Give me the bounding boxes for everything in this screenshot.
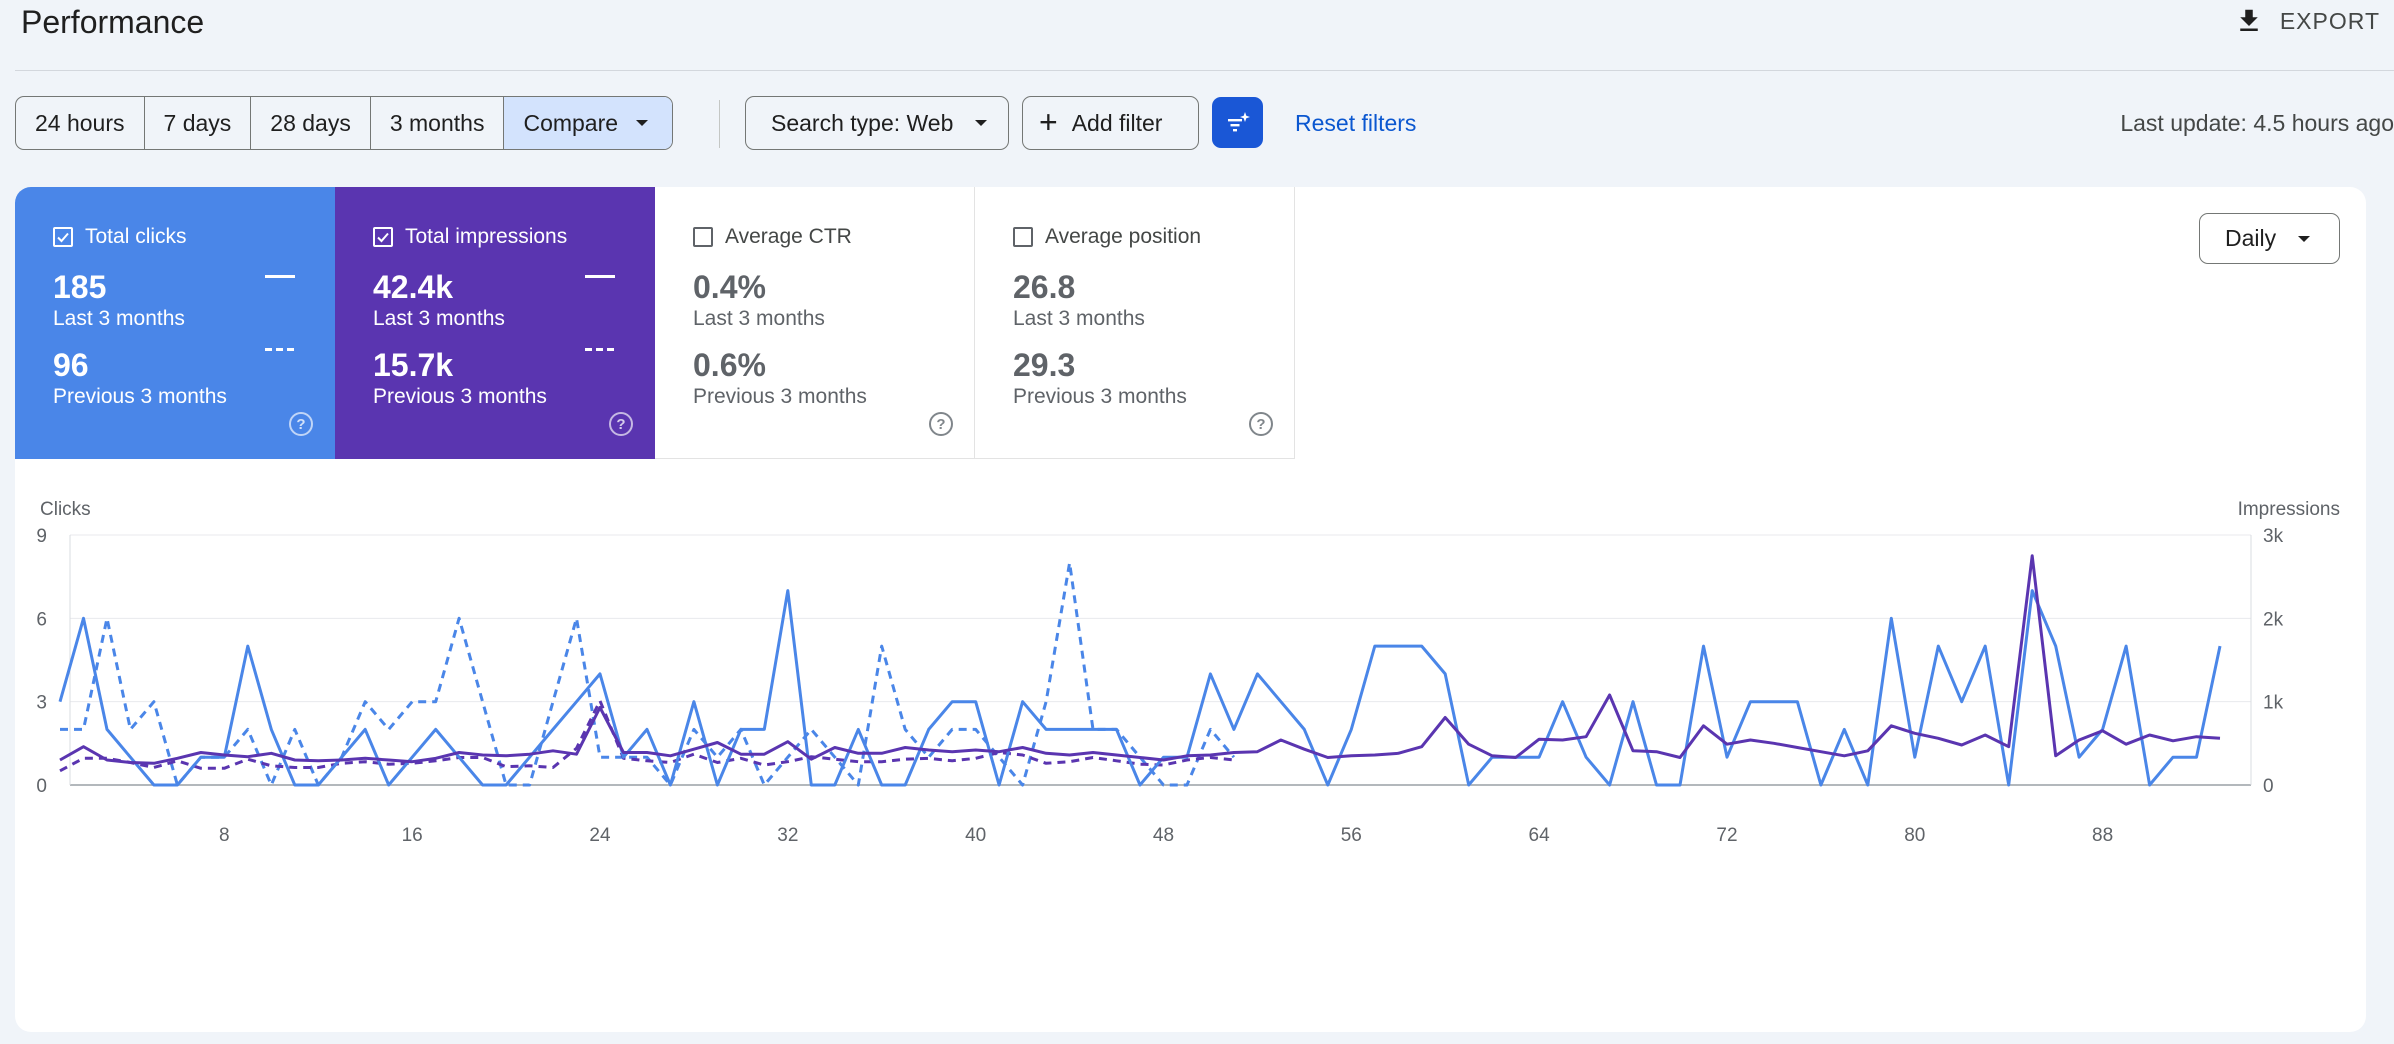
compare-button[interactable]: Compare (504, 97, 673, 149)
x-tick-label: 16 (402, 825, 423, 846)
range-24-hours-button[interactable]: 24 hours (16, 97, 145, 149)
search-type-label: Search type: Web (771, 109, 954, 136)
compare-label: Compare (523, 109, 619, 136)
x-tick-label: 8 (219, 825, 230, 846)
x-tick-label: 48 (1153, 825, 1174, 846)
x-tick-label: 24 (589, 825, 611, 846)
chart-ticks: 0 0 3 1k 6 2k 9 3k 8 16 24 32 40 48 56 64 72 80 88 (36, 526, 2283, 846)
last-update-text: Last update: 4.5 hours ago (2120, 110, 2394, 136)
metric-prev-value: 96 (53, 347, 89, 383)
x-tick-label: 40 (965, 825, 986, 846)
reset-filters-link[interactable]: Reset filters (1295, 110, 1417, 136)
performance-card: Total clicks 185 Last 3 months 96 Previo… (15, 187, 2366, 1032)
metric-prev-value: 29.3 (1013, 347, 1076, 383)
metric-card-average-ctr[interactable]: Average CTR 0.4% Last 3 months 0.6% Prev… (655, 187, 975, 459)
metric-period: Last 3 months (53, 307, 185, 330)
metric-prev-period: Previous 3 months (373, 385, 547, 408)
checkbox-checked-icon[interactable] (373, 227, 393, 247)
export-label: EXPORT (2279, 7, 2380, 34)
y-axis-left-title: Clicks (40, 499, 91, 520)
solid-line-legend-icon (265, 275, 295, 278)
metric-label: Total impressions (405, 225, 568, 248)
x-tick-label: 80 (1904, 825, 1925, 846)
series-line-total-clicks-previous (60, 561, 1236, 787)
metric-value: 185 (53, 269, 107, 305)
metric-prev-value: 0.6% (693, 347, 766, 383)
help-icon[interactable]: ? (289, 412, 313, 436)
granularity-label: Daily (2225, 225, 2277, 251)
y-right-tick-label: 1k (2263, 693, 2284, 714)
metric-label: Average position (1045, 225, 1202, 248)
x-tick-label: 56 (1341, 825, 1362, 846)
chevron-down-icon (636, 120, 649, 126)
metric-period: Last 3 months (693, 307, 825, 330)
granularity-dropdown[interactable]: Daily (2199, 213, 2340, 264)
plus-icon: + (1039, 103, 1058, 140)
chevron-down-icon (975, 120, 988, 126)
series-line-total-clicks (58, 589, 2222, 787)
add-filter-button[interactable]: + Add filter (1022, 96, 1199, 150)
x-tick-label: 88 (2092, 825, 2113, 846)
metric-prev-value: 15.7k (373, 347, 454, 383)
y-left-tick-label: 0 (36, 776, 47, 797)
checkbox-unchecked-icon[interactable] (693, 227, 713, 247)
series-line-total-impressions-previous (59, 699, 1235, 773)
metric-period: Last 3 months (373, 307, 505, 330)
metric-label: Average CTR (725, 225, 852, 248)
metric-label: Total clicks (85, 225, 187, 248)
metric-value: 26.8 (1013, 269, 1076, 305)
solid-line-legend-icon (585, 275, 615, 278)
chart-grid (69, 534, 2252, 786)
header-divider (15, 70, 2394, 71)
export-button[interactable]: EXPORT (2234, 2, 2380, 40)
x-tick-label: 72 (1716, 825, 1737, 846)
checkbox-unchecked-icon[interactable] (1013, 227, 1033, 247)
y-right-tick-label: 2k (2263, 609, 2284, 630)
range-7-days-button[interactable]: 7 days (145, 97, 252, 149)
dashed-line-legend-icon (265, 348, 295, 351)
y-right-tick-label: 0 (2263, 776, 2274, 797)
metric-card-total-clicks[interactable]: Total clicks 185 Last 3 months 96 Previo… (15, 187, 335, 459)
download-icon (2240, 9, 2258, 31)
filter-sparkle-icon (1227, 111, 1250, 131)
checkbox-checked-icon[interactable] (53, 227, 73, 247)
page-title: Performance (21, 4, 205, 40)
y-right-tick-label: 3k (2263, 526, 2284, 547)
smart-filter-button[interactable] (1212, 97, 1263, 148)
chart-series (58, 554, 2222, 787)
search-type-dropdown[interactable]: Search type: Web (745, 96, 1009, 150)
range-28-days-button[interactable]: 28 days (251, 97, 371, 149)
chevron-down-icon (2298, 235, 2311, 242)
y-left-tick-label: 3 (36, 693, 47, 714)
x-tick-label: 64 (1529, 825, 1551, 846)
metric-prev-period: Previous 3 months (1013, 385, 1187, 408)
performance-chart: Clicks Impressions 0 0 3 1k 6 2k 9 3k 8 16 24 32 40 4… (36, 499, 2340, 846)
y-axis-right-title: Impressions (2238, 499, 2340, 520)
help-icon[interactable]: ? (609, 412, 633, 436)
help-icon[interactable]: ? (1249, 412, 1273, 436)
dashed-line-legend-icon (585, 348, 615, 351)
series-line-total-impressions (59, 554, 2221, 765)
add-filter-label: Add filter (1071, 109, 1163, 136)
metric-prev-period: Previous 3 months (53, 385, 227, 408)
x-tick-label: 32 (777, 825, 798, 846)
help-icon[interactable]: ? (929, 412, 953, 436)
metric-prev-period: Previous 3 months (693, 385, 867, 408)
metric-value: 42.4k (373, 269, 454, 305)
metric-value: 0.4% (693, 269, 766, 305)
metric-period: Last 3 months (1013, 307, 1145, 330)
range-3-months-button[interactable]: 3 months (371, 97, 505, 149)
y-left-tick-label: 6 (36, 609, 47, 630)
y-left-tick-label: 9 (36, 526, 47, 547)
metric-card-total-impressions[interactable]: Total impressions 42.4k Last 3 months 15… (335, 187, 655, 459)
date-range-selector: 24 hours 7 days 28 days 3 months Compare (15, 96, 674, 150)
toolbar-divider (719, 100, 720, 148)
metric-card-average-position[interactable]: Average position 26.8 Last 3 months 29.3… (975, 187, 1295, 459)
